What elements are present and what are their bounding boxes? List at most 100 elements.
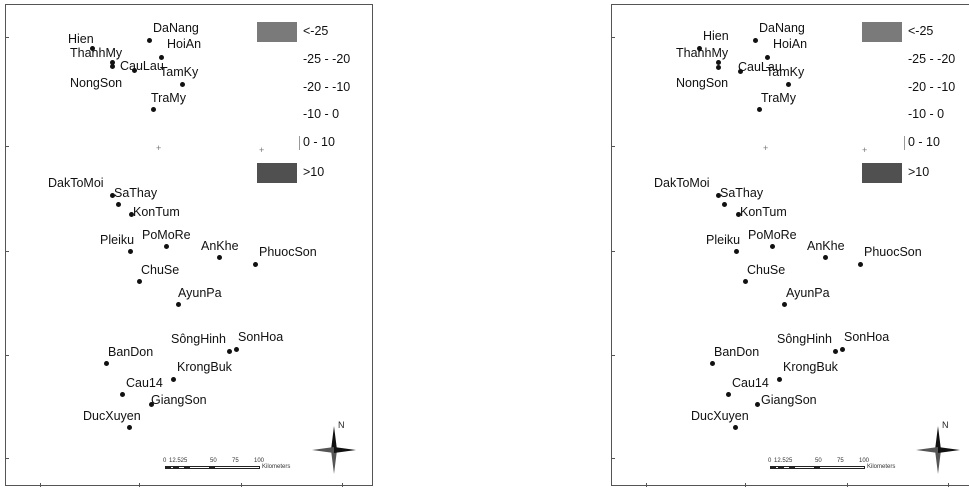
- station-dot: [696, 45, 702, 51]
- station-label: DakToMoi: [48, 176, 104, 190]
- frame-tick: [611, 37, 615, 38]
- station-dot: [709, 360, 715, 366]
- scale-bar-segment: [209, 466, 215, 469]
- north-arrow-icon: [312, 426, 356, 474]
- north-label: N: [942, 420, 949, 430]
- frame-tick: [646, 483, 647, 487]
- legend-swatch: [862, 163, 902, 183]
- station-dot: [769, 243, 775, 249]
- grid-cross: +: [156, 143, 162, 153]
- scale-tick-label: 100: [859, 458, 870, 464]
- station-dot: [857, 261, 863, 267]
- station-label: SôngHinh: [777, 332, 832, 346]
- station-dot: [822, 254, 828, 260]
- station-dot: [89, 45, 95, 51]
- legend-swatch: [904, 136, 905, 150]
- station-label: NongSon: [70, 76, 123, 90]
- station-label: BanDon: [108, 345, 154, 359]
- station-dot: [126, 424, 132, 430]
- scale-tick-label: 0: [768, 458, 772, 464]
- station-dot: [131, 67, 137, 73]
- station-label: AnKhe: [201, 239, 239, 253]
- station-label: ChuSe: [747, 263, 786, 277]
- legend-label: 0 - 10: [303, 135, 335, 149]
- station-label: AnKhe: [807, 239, 845, 253]
- station-label: SonHoa: [844, 330, 890, 344]
- station-label: Cau14: [126, 376, 163, 390]
- station-label: DaNang: [759, 21, 805, 35]
- legend-label: -20 - -10: [303, 80, 351, 94]
- scale-tick-label: 50: [210, 458, 217, 464]
- station-label: Cau14: [732, 376, 769, 390]
- station-dot: [725, 391, 731, 397]
- station-label: PoMoRe: [142, 228, 191, 242]
- station-label: CauLau: [120, 59, 164, 73]
- station-label: CauLau: [738, 60, 782, 74]
- station-dot: [839, 346, 845, 352]
- station-dot: [109, 59, 115, 65]
- station-dot: [179, 81, 185, 87]
- station-label: DucXuyen: [83, 409, 141, 423]
- frame-tick: [139, 483, 140, 487]
- legend-swatch: [299, 136, 300, 150]
- frame-tick: [5, 458, 9, 459]
- legend-swatch: [257, 22, 297, 42]
- frame-tick: [342, 483, 343, 487]
- station-dot: [735, 211, 741, 217]
- frame-tick: [948, 483, 949, 487]
- map-panel-left: [5, 4, 373, 487]
- legend-swatch: [862, 22, 902, 42]
- station-dot: [715, 64, 721, 70]
- station-dot: [715, 192, 721, 198]
- grid-cross: +: [259, 145, 265, 155]
- legend-label: >10: [908, 165, 930, 179]
- station-dot: [170, 376, 176, 382]
- station-label: BanDon: [714, 345, 760, 359]
- station-dot: [764, 54, 770, 60]
- legend-label: >10: [303, 165, 325, 179]
- station-label: SaThay: [720, 186, 764, 200]
- scale-tick-label: 50: [815, 458, 822, 464]
- station-dot: [109, 63, 115, 69]
- station-label: AyunPa: [786, 286, 830, 300]
- station-label: KrongBuk: [783, 360, 838, 374]
- frame-tick: [5, 37, 9, 38]
- station-label: PhuocSon: [864, 245, 922, 259]
- station-dot: [832, 348, 838, 354]
- station-label: TraMy: [761, 91, 796, 105]
- station-dot: [175, 301, 181, 307]
- station-label: SôngHinh: [171, 332, 226, 346]
- station-label: PhuocSon: [259, 245, 317, 259]
- scale-tick-label: 75: [232, 458, 239, 464]
- station-dot: [127, 248, 133, 254]
- station-dot: [226, 348, 232, 354]
- station-dot: [109, 192, 115, 198]
- legend-label: -25 - -20: [908, 52, 956, 66]
- scale-bar-segment: [814, 466, 820, 469]
- station-dot: [119, 391, 125, 397]
- station-label: AyunPa: [178, 286, 222, 300]
- frame-tick: [5, 251, 9, 252]
- legend-label: -20 - -10: [908, 80, 956, 94]
- station-dot: [785, 81, 791, 87]
- north-label: N: [338, 420, 345, 430]
- legend-label: -10 - 0: [908, 107, 945, 121]
- station-label: HoiAn: [773, 37, 808, 51]
- station-dot: [115, 201, 121, 207]
- scale-tick-label: 75: [837, 458, 844, 464]
- station-label: ThanhMy: [70, 46, 123, 60]
- legend-label: -25 - -20: [303, 52, 351, 66]
- scale-tick-label: 12.525: [774, 458, 793, 464]
- station-label: TamKy: [766, 65, 805, 79]
- station-label: DaNang: [153, 21, 199, 35]
- legend-label: <-25: [908, 24, 934, 38]
- station-dot: [136, 278, 142, 284]
- frame-tick: [611, 146, 615, 147]
- station-label: Hien: [703, 29, 729, 43]
- legend-label: 0 - 10: [908, 135, 940, 149]
- grid-cross: +: [862, 145, 868, 155]
- station-label: GiangSon: [151, 393, 207, 407]
- scale-tick-label: 12.525: [169, 458, 188, 464]
- station-label: ChuSe: [141, 263, 180, 277]
- station-label: PoMoRe: [748, 228, 797, 242]
